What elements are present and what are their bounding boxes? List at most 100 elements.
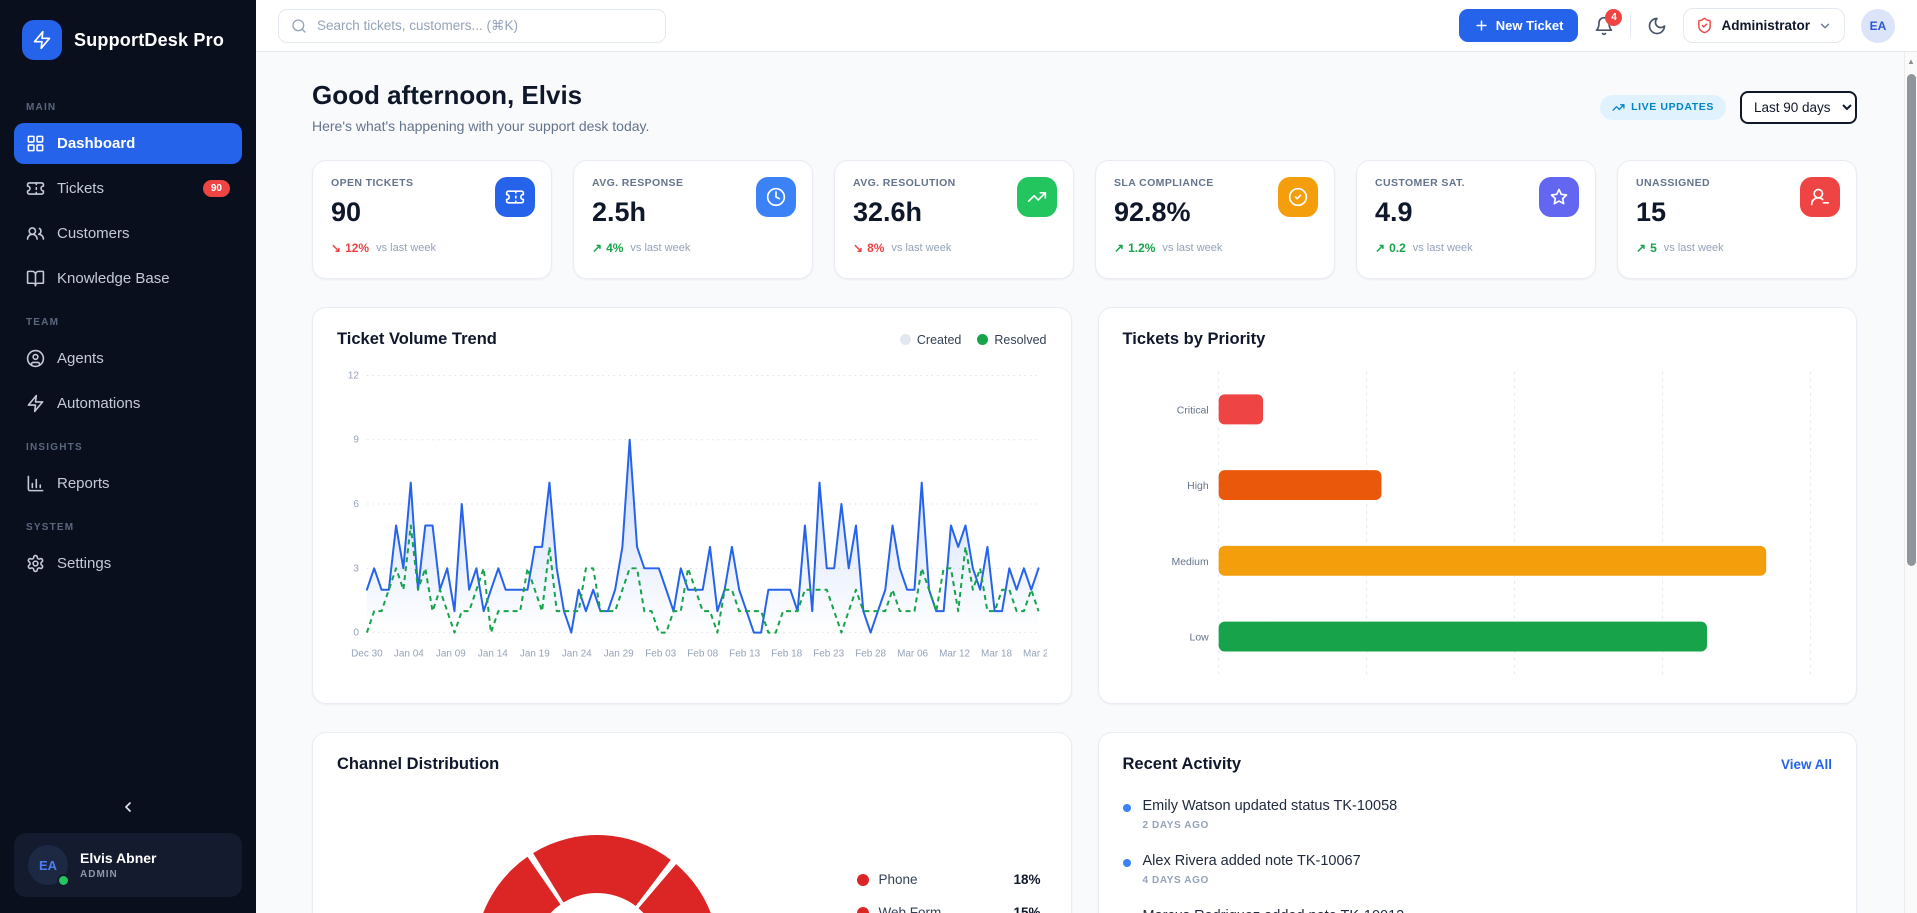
dashboard-content: Good afternoon, Elvis Here's what's happ… xyxy=(256,52,1917,913)
svg-text:Mar 06: Mar 06 xyxy=(897,649,928,660)
gear-icon xyxy=(27,554,44,573)
activity-dot xyxy=(1122,804,1131,812)
kpi-delta: ↘ 12% vs last week xyxy=(331,241,437,255)
trending-up-icon xyxy=(1017,177,1057,217)
svg-text:High: High xyxy=(1187,481,1209,492)
check-circle-icon xyxy=(1278,177,1318,217)
tickets-count-badge: 90 xyxy=(202,180,230,197)
online-status-dot xyxy=(57,874,70,887)
chart-title: Ticket Volume Trend xyxy=(337,330,497,348)
kpi-delta: ↗ 1.2% vs last week xyxy=(1114,241,1223,255)
scroll-up-arrow[interactable]: ▲ xyxy=(1907,57,1915,66)
web-form-legend-dot xyxy=(856,906,869,913)
svg-text:Feb 23: Feb 23 xyxy=(813,649,844,660)
svg-text:Critical: Critical xyxy=(1176,405,1208,416)
legend-item-web-form: Web Form 15% xyxy=(856,905,1041,913)
svg-text:Jan 04: Jan 04 xyxy=(394,649,424,660)
global-search[interactable] xyxy=(278,8,666,43)
tickets-by-priority-card: Tickets by Priority Critical High Medium Lo… xyxy=(1097,307,1857,704)
legend-label: Web Form xyxy=(878,905,942,913)
brand: SupportDesk Pro xyxy=(0,0,256,84)
sidebar-item-label: Reports xyxy=(57,475,110,492)
sidebar-item-knowledge-base[interactable]: Knowledge Base xyxy=(14,258,242,299)
sidebar-item-label: Automations xyxy=(57,395,141,412)
svg-text:3: 3 xyxy=(353,563,359,574)
svg-text:Low: Low xyxy=(1189,633,1209,644)
svg-text:6: 6 xyxy=(353,499,359,510)
lightning-icon xyxy=(27,394,44,413)
kpi-value: 2.5h xyxy=(592,197,647,227)
profile-avatar[interactable]: EA xyxy=(1861,8,1895,43)
date-range-select[interactable]: Last 90 days xyxy=(1740,90,1857,124)
svg-text:Jan 19: Jan 19 xyxy=(520,649,550,660)
page-subtitle: Here's what's happening with your suppor… xyxy=(312,118,650,134)
role-menu-button[interactable]: Administrator xyxy=(1683,8,1845,43)
kpi-card-avg-response: AVG. RESPONSE 2.5h ↗ 4% vs last week xyxy=(573,160,813,279)
activity-text: Marcus Rodriguez added note TK-10012 xyxy=(1143,908,1405,913)
agent-user-icon xyxy=(26,349,45,368)
svg-text:Dec 30: Dec 30 xyxy=(351,649,383,660)
ticket-icon xyxy=(26,182,45,195)
plus-icon xyxy=(1476,20,1487,31)
activity-list: Emily Watson updated status TK-10058 2 D… xyxy=(1122,798,1833,913)
svg-text:Jan 24: Jan 24 xyxy=(562,649,592,660)
sidebar-item-dashboard[interactable]: Dashboard xyxy=(14,123,242,164)
svg-text:Feb 28: Feb 28 xyxy=(855,649,886,660)
resolved-legend-dot xyxy=(977,334,989,345)
kpi-card-sla-compliance: SLA COMPLIANCE 92.8% ↗ 1.2% vs last week xyxy=(1095,160,1335,279)
page-scrollbar[interactable]: ▲ xyxy=(1904,52,1917,913)
created-legend-dot xyxy=(899,334,911,345)
sidebar-collapse-button[interactable] xyxy=(0,791,256,833)
kpi-delta: ↘ 8% vs last week xyxy=(853,241,952,255)
divider xyxy=(1630,13,1632,38)
legend-label: Phone xyxy=(878,872,918,887)
svg-text:0: 0 xyxy=(353,628,359,639)
activity-item[interactable]: Marcus Rodriguez added note TK-10012 xyxy=(1123,908,1833,913)
live-updates-label: LIVE UPDATES xyxy=(1631,101,1714,113)
svg-text:Feb 18: Feb 18 xyxy=(771,649,802,660)
book-icon xyxy=(26,270,45,287)
svg-text:Jan 09: Jan 09 xyxy=(436,649,466,660)
shield-check-icon xyxy=(1698,17,1712,34)
activity-item[interactable]: Emily Watson updated status TK-10058 2 D… xyxy=(1122,798,1833,831)
recent-activity-card: Recent Activity View All Emily Watson up… xyxy=(1097,732,1857,913)
sidebar-item-customers[interactable]: Customers xyxy=(14,213,242,254)
user-role: ADMIN xyxy=(80,869,118,880)
live-updates-badge: LIVE UPDATES xyxy=(1600,94,1726,120)
search-input[interactable] xyxy=(317,18,653,33)
kpi-value: 90 xyxy=(331,197,362,227)
sidebar: SupportDesk Pro MAIN Dashboard Tickets 9… xyxy=(0,0,256,913)
view-all-link[interactable]: View All xyxy=(1780,757,1832,772)
sidebar-nav: MAIN Dashboard Tickets 90 Customers Know… xyxy=(0,84,256,791)
svg-text:Mar 25: Mar 25 xyxy=(1023,649,1046,660)
page-title: Good afternoon, Elvis xyxy=(312,80,583,110)
svg-text:Feb 03: Feb 03 xyxy=(645,649,676,660)
new-ticket-button[interactable]: New Ticket xyxy=(1458,9,1579,42)
sidebar-item-reports[interactable]: Reports xyxy=(14,463,242,504)
chart-title: Tickets by Priority xyxy=(1122,330,1266,348)
kpi-value: 4.9 xyxy=(1375,197,1413,227)
clock-icon xyxy=(756,177,796,217)
sidebar-user-card[interactable]: EA Elvis Abner ADMIN xyxy=(14,833,242,897)
sidebar-item-tickets[interactable]: Tickets 90 xyxy=(14,168,242,209)
dark-mode-toggle[interactable] xyxy=(1647,16,1667,36)
kpi-label: SLA COMPLIANCE xyxy=(1114,177,1214,189)
scrollbar-thumb[interactable] xyxy=(1906,74,1916,566)
kpi-delta: ↗ 5 vs last week xyxy=(1636,241,1724,255)
sidebar-item-automations[interactable]: Automations xyxy=(14,383,242,424)
nav-section-system: SYSTEM xyxy=(26,522,75,533)
activity-item[interactable]: Alex Rivera added note TK-10067 4 DAYS A… xyxy=(1122,853,1833,886)
sidebar-item-agents[interactable]: Agents xyxy=(14,338,242,379)
donut-legend: Phone 18% Web Form 15% xyxy=(856,872,1047,913)
sidebar-item-label: Agents xyxy=(57,350,104,367)
kpi-card-open-tickets: OPEN TICKETS 90 ↘ 12% vs last week xyxy=(312,160,552,279)
role-label: Administrator xyxy=(1721,18,1810,33)
sidebar-item-settings[interactable]: Settings xyxy=(14,543,242,584)
channel-distribution-card: Channel Distribution Phone 18% xyxy=(312,732,1072,913)
kpi-card-customer-sat: CUSTOMER SAT. 4.9 ↗ 0.2 vs last week xyxy=(1356,160,1596,279)
sidebar-item-label: Dashboard xyxy=(57,135,136,152)
notifications-button[interactable]: 4 xyxy=(1594,8,1623,36)
chevron-left-icon xyxy=(125,802,131,812)
sidebar-item-label: Knowledge Base xyxy=(57,270,170,287)
svg-text:Feb 08: Feb 08 xyxy=(687,649,718,660)
